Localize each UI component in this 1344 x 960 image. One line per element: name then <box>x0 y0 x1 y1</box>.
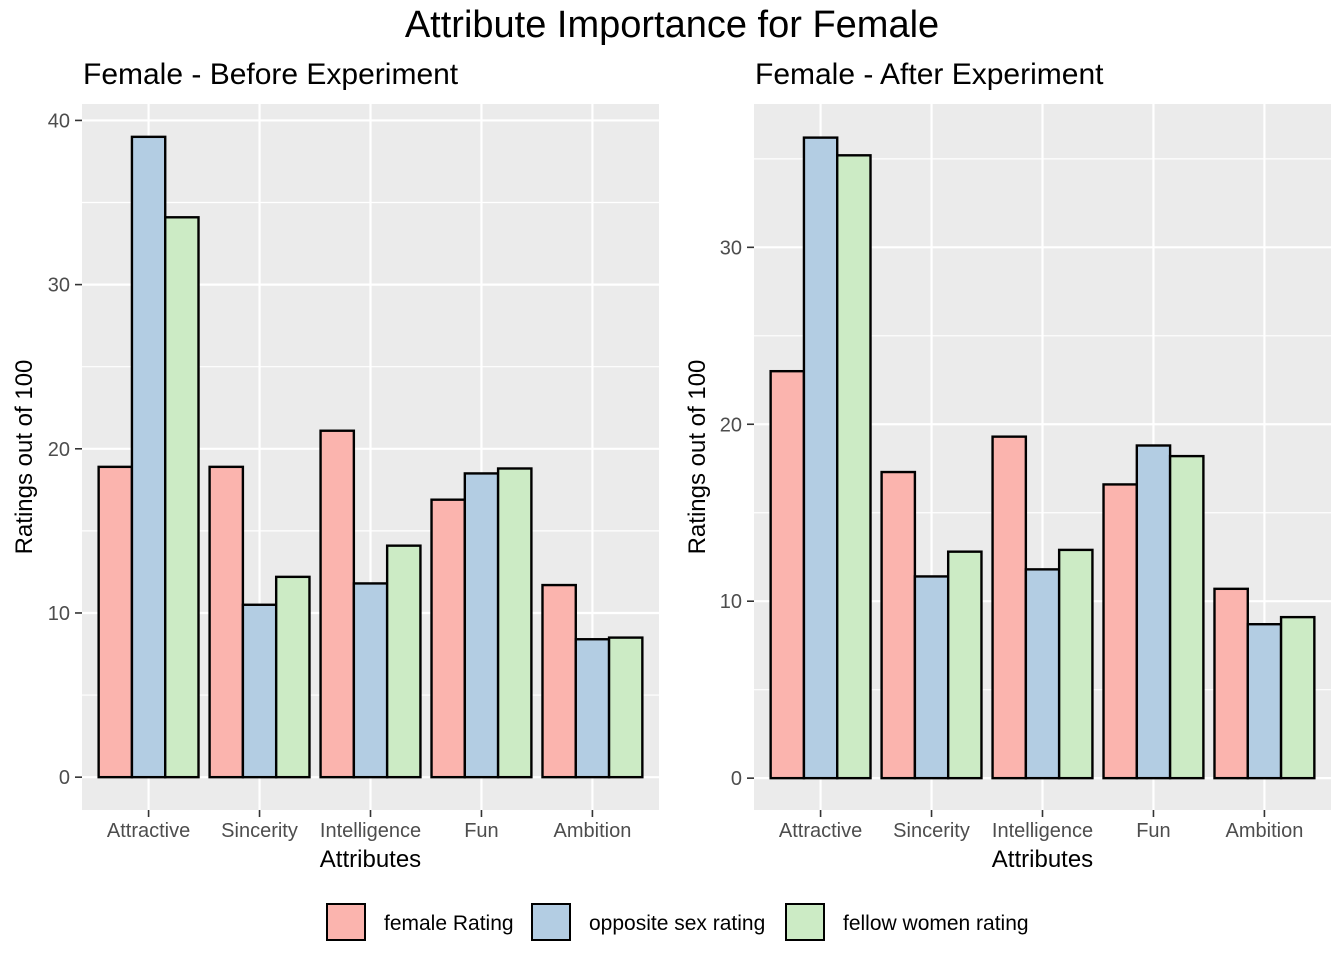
chart-title: Attribute Importance for Female <box>404 4 940 46</box>
bar-fellow-women-rating-attractive <box>164 216 200 779</box>
bar-female-rating-sincerity <box>208 465 245 779</box>
y-axis-title: Ratings out of 100 <box>684 360 711 555</box>
y-tick-label-10: 10 <box>720 591 742 613</box>
bar-opposite-sex-rating-ambition <box>574 638 611 779</box>
legend-label-opposite-sex-rating: opposite sex rating <box>589 912 766 935</box>
x-tick-label-fun: Fun <box>1136 820 1170 842</box>
legend-key-opposite-sex-rating <box>531 903 571 941</box>
y-axis-title: Ratings out of 100 <box>11 360 38 555</box>
y-tick-label-20: 20 <box>720 414 742 436</box>
panel-title: Female - After Experiment <box>755 58 1104 91</box>
bar-female-rating-attractive <box>97 465 134 779</box>
bar-opposite-sex-rating-attractive <box>130 135 167 779</box>
bar-fellow-women-rating-sincerity <box>274 575 311 779</box>
bar-opposite-sex-rating-fun <box>1135 444 1172 780</box>
bar-fellow-women-rating-ambition <box>1279 615 1316 780</box>
legend-label-female-rating: female Rating <box>384 912 514 935</box>
bar-female-rating-intelligence <box>991 435 1028 780</box>
y-tick-label-0: 0 <box>59 767 70 789</box>
bar-fellow-women-rating-ambition <box>607 636 644 779</box>
bar-fellow-women-rating-intelligence <box>1057 548 1094 780</box>
bar-opposite-sex-rating-intelligence <box>352 582 389 779</box>
x-tick-label-intelligence: Intelligence <box>992 820 1093 842</box>
y-tick-label-0: 0 <box>731 768 742 790</box>
legend-key-fellow-women-rating <box>785 903 825 941</box>
x-tick-label-attractive: Attractive <box>779 820 862 842</box>
legend-label-fellow-women-rating: fellow women rating <box>843 912 1029 935</box>
bar-female-rating-attractive <box>769 369 806 780</box>
y-tick-label-30: 30 <box>720 237 742 259</box>
x-tick-label-ambition: Ambition <box>554 820 632 842</box>
bar-opposite-sex-rating-intelligence <box>1024 568 1061 780</box>
bar-female-rating-fun <box>1102 483 1139 780</box>
x-tick-label-fun: Fun <box>464 820 498 842</box>
bar-female-rating-ambition <box>1213 587 1249 780</box>
x-axis-title: Attributes <box>320 846 421 873</box>
legend: female Rating opposite sex rating fellow… <box>0 900 1344 948</box>
y-tick-label-10: 10 <box>48 603 70 625</box>
x-tick-label-sincerity: Sincerity <box>893 820 970 842</box>
bar-fellow-women-rating-fun <box>1168 454 1205 780</box>
bar-fellow-women-rating-intelligence <box>385 544 422 779</box>
chart-panel-before: 0 10 20 30 40 Attractive Sincerity Intelligence… <box>11 58 659 873</box>
x-axis-title: Attributes <box>992 846 1093 873</box>
panel-title: Female - Before Experiment <box>83 58 459 91</box>
y-tick-label-30: 30 <box>48 275 70 297</box>
bar-opposite-sex-rating-attractive <box>802 136 839 780</box>
bar-female-rating-sincerity <box>880 470 917 780</box>
x-tick-label-sincerity: Sincerity <box>221 820 298 842</box>
bar-fellow-women-rating-fun <box>496 467 533 779</box>
y-tick-label-40: 40 <box>48 110 70 132</box>
x-tick-label-attractive: Attractive <box>107 820 190 842</box>
legend-key-female-rating <box>326 903 366 941</box>
bar-opposite-sex-rating-sincerity <box>913 575 950 780</box>
bar-female-rating-intelligence <box>319 429 356 779</box>
bar-fellow-women-rating-sincerity <box>946 550 983 780</box>
bar-fellow-women-rating-attractive <box>836 154 872 780</box>
chart-panel-after: 0 10 20 30 Attractive Sincerity Intelligence Fu… <box>684 58 1331 873</box>
bar-opposite-sex-rating-ambition <box>1246 623 1283 780</box>
x-tick-label-intelligence: Intelligence <box>320 820 421 842</box>
y-tick-label-20: 20 <box>48 439 70 461</box>
x-tick-label-ambition: Ambition <box>1226 820 1304 842</box>
